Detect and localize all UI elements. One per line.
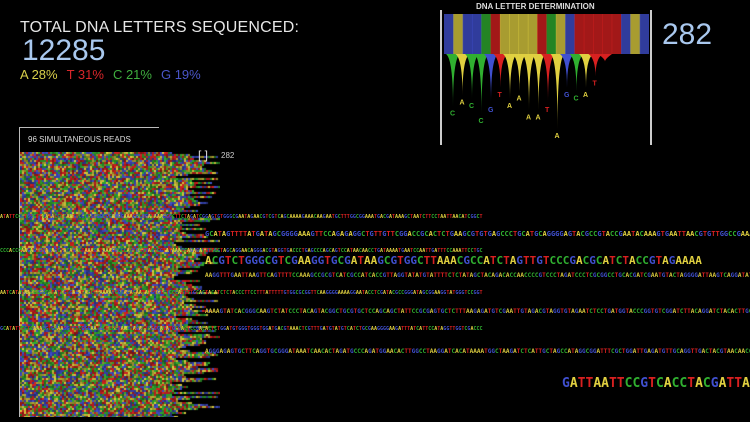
chromatogram-peak (579, 54, 593, 88)
chromatogram-peak (531, 54, 546, 111)
peak-base-label: A (583, 92, 588, 99)
chromatogram-peak (541, 54, 555, 103)
band-stripe (490, 14, 501, 54)
band-stripe (583, 14, 594, 54)
peak-base-label: T (593, 81, 598, 88)
band-stripe (527, 14, 538, 54)
band-stripe (593, 14, 603, 54)
peak-base-label: A (526, 114, 531, 121)
chromatogram-peak (569, 54, 584, 92)
chromatogram-peak (503, 54, 517, 99)
band-stripe (499, 14, 510, 54)
total-letters-value: 12285 (22, 34, 106, 67)
sequence-row: GCATATTCCTCAAACGTGCAAGGTTTCGGGAATGCTCCCT… (0, 326, 483, 332)
chromatogram-peak (512, 54, 527, 92)
peak-base-label: A (507, 103, 512, 110)
chromatogram-peak (446, 54, 460, 107)
chromatogram-peak (484, 54, 498, 103)
sequence-row: AAAAGTATCACGGGCAAGTCTATCCCTACAGTACGGCTGC… (205, 308, 750, 315)
chromatogram-peak (474, 54, 489, 114)
band-stripe (481, 14, 492, 54)
reads-label: 96 SIMULTANEOUS READS (28, 135, 131, 144)
determination-title: DNA LETTER DETERMINATION (473, 2, 598, 11)
peak-base-label: A (555, 133, 560, 139)
chromatogram-peak (598, 54, 612, 62)
sequence-row: AATCATATAACCCGGCCTATCGTGAGATACCTTAAAATCG… (0, 290, 483, 296)
band-stripe (453, 14, 464, 54)
chromatogram-peak (588, 54, 603, 77)
determination-panel (440, 10, 652, 145)
peak-base-label: T (545, 107, 550, 114)
reads-mosaic (20, 152, 220, 417)
read-position-bracket: [ ] (198, 148, 209, 162)
band-stripe (639, 14, 649, 54)
peak-base-label: C (469, 103, 474, 110)
reads-position-count: 282 (221, 151, 235, 160)
percent-c: C 21% (112, 67, 152, 82)
peak-base-label: C (450, 111, 455, 118)
peak-base-label: C (574, 96, 579, 103)
total-letters-label: TOTAL DNA LETTERS SEQUENCED: (20, 19, 300, 36)
band-stripe (462, 14, 473, 54)
chromatogram-peak (550, 54, 565, 129)
sequence-row: GCATAGTTTTATGATAGCGGGGAAAGTTCCAGAGAGGCTG… (205, 230, 750, 238)
band-stripe (509, 14, 520, 54)
sequence-row: ATATTCCCTGGCTTCATACCTCAATTCGCCGGGGCGGAGG… (0, 214, 483, 220)
percent-g: G 19% (160, 67, 201, 82)
peak-base-label: A (460, 99, 465, 106)
band-stripe (611, 14, 622, 54)
band-stripe (471, 14, 482, 54)
band-stripe (630, 14, 641, 54)
sequence-row-bottom: GATTAATTCCGTCACCTACGATTA (562, 376, 750, 391)
peak-base-label: G (488, 107, 494, 114)
percent-a: A 28% (20, 67, 58, 82)
band-stripe (602, 14, 613, 54)
sequence-row: AGGGAGAGTGCTTCAGGTGCGGGATAAATCAACACTAGAT… (205, 348, 750, 355)
band-stripe (621, 14, 631, 54)
band-stripe (546, 14, 557, 54)
peak-base-label: T (498, 92, 503, 99)
percent-t: T 31% (66, 67, 104, 82)
band-stripe (574, 14, 585, 54)
chromatogram-peak (455, 54, 470, 96)
reads-panel (19, 127, 159, 417)
band-stripe (518, 14, 529, 54)
determination-value: 282 (662, 18, 713, 51)
band-stripe (555, 14, 566, 54)
chromatogram-peak (465, 54, 479, 99)
peak-base-label: A (517, 96, 522, 103)
peak-base-label: C (479, 118, 484, 125)
sequence-row: CCCACCCAAGAGTGGAGAGCTACAGACTAAAGATAAAGGC… (0, 248, 483, 254)
peak-base-label: A (536, 114, 541, 121)
base-percentages: A 28% T 31% C 21% G 19% (20, 67, 201, 82)
band-stripe (537, 14, 547, 54)
peak-base-label: G (564, 92, 570, 99)
chromatogram-peak (522, 54, 536, 111)
chromatogram-peak (560, 54, 574, 88)
sequence-row-main: ACGTCTGGGCGTCGAAGGTGCGATAAGCGTGGCTTAAACG… (205, 254, 702, 267)
chromatogram-peak (493, 54, 508, 88)
sequence-row: AAGGTTTGAATTAAGTTCAGTTTTCCAAAGCCGCGTCATC… (205, 272, 750, 279)
band-stripe (444, 14, 454, 54)
band-stripe (565, 14, 575, 54)
